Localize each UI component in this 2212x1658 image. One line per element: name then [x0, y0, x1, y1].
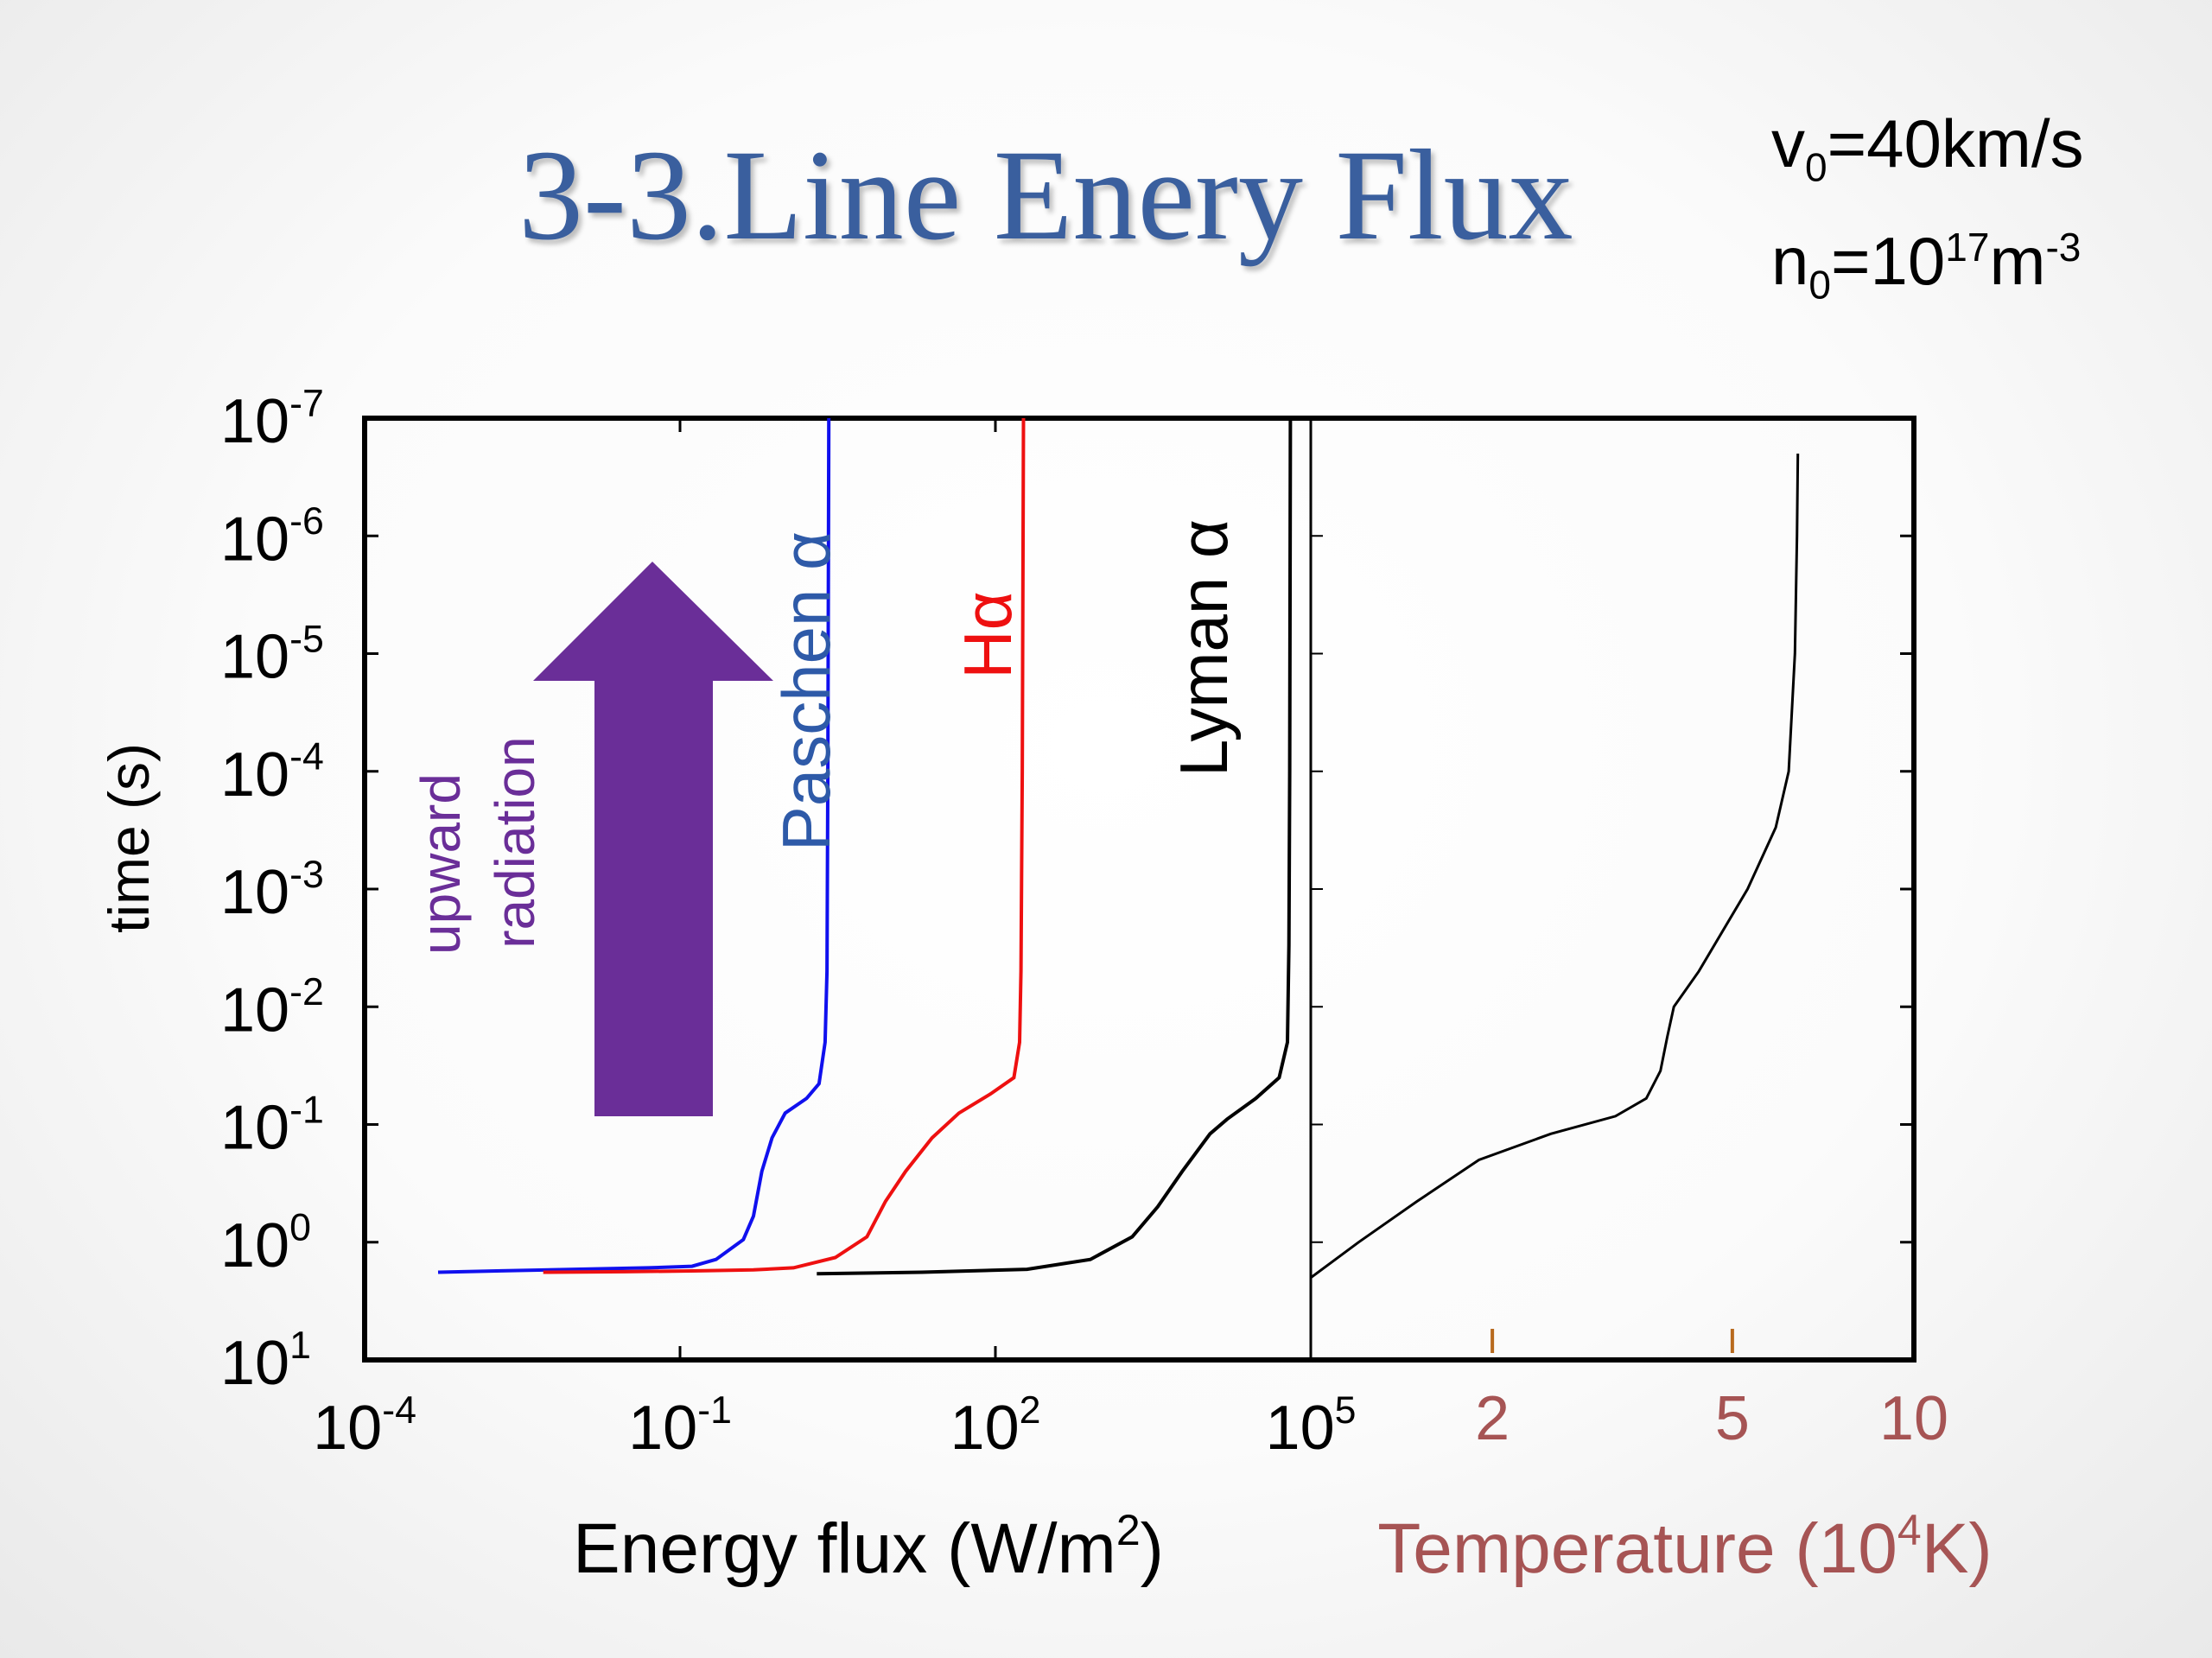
y-tick-label: 10-2 — [220, 971, 324, 1045]
temperature-tick-label: 2 — [1475, 1384, 1510, 1453]
series-label-lyman: Lyman α — [1166, 519, 1242, 777]
temperature-tick-label: 5 — [1715, 1384, 1750, 1453]
upward-arrow-icon — [533, 562, 773, 1116]
x-axis-label: Energy flux (W/m2) — [573, 1506, 1164, 1588]
slide-title: 3-3.Line Enery Flux — [518, 124, 1573, 267]
marks-layer — [437, 417, 1800, 1280]
series-label-paschen: Paschen α — [768, 531, 844, 851]
parameter-box: v0=40km/s n0=1017m-3 — [1771, 104, 2084, 324]
series-line-paschen — [437, 417, 831, 1274]
x-tick-label: 105 — [1266, 1389, 1357, 1463]
arrow-label-line1: upward — [410, 773, 472, 955]
y-tick-label: 10-6 — [220, 500, 324, 574]
y-tick-label: 10-5 — [220, 618, 324, 691]
y-tick-label: 10-3 — [220, 854, 324, 927]
axes-layer — [362, 416, 1916, 1363]
arrow-label-line2: radiation — [484, 736, 546, 949]
x-tick-label: 10-4 — [313, 1389, 416, 1463]
y-tick-label: 10-4 — [220, 736, 324, 810]
temperature-tick-label: 10 — [1879, 1384, 1948, 1453]
labels-layer: 10-7 10-6 10-5 10-4 10-3 10-2 10-1 100 101 time (… — [97, 383, 1993, 1588]
series-line-h — [543, 417, 1026, 1274]
temperature-axis-label: Temperature (104K) — [1377, 1506, 1992, 1588]
x-tick-label: 102 — [950, 1389, 1041, 1463]
series-line-lyman — [817, 417, 1293, 1276]
y-axis-label: time (s) — [97, 743, 161, 933]
x-tick-label: 10-1 — [628, 1389, 732, 1463]
density-param: n0=1017m-3 — [1771, 222, 2082, 308]
y-tick-label: 10-7 — [220, 383, 324, 456]
y-tick-label: 101 — [220, 1324, 311, 1398]
temperature-line — [1310, 453, 1800, 1280]
series-label-h: Hα — [950, 591, 1026, 678]
velocity-param: v0=40km/s — [1771, 105, 2084, 190]
y-tick-label: 100 — [220, 1207, 311, 1280]
y-tick-label: 10-1 — [220, 1089, 324, 1162]
